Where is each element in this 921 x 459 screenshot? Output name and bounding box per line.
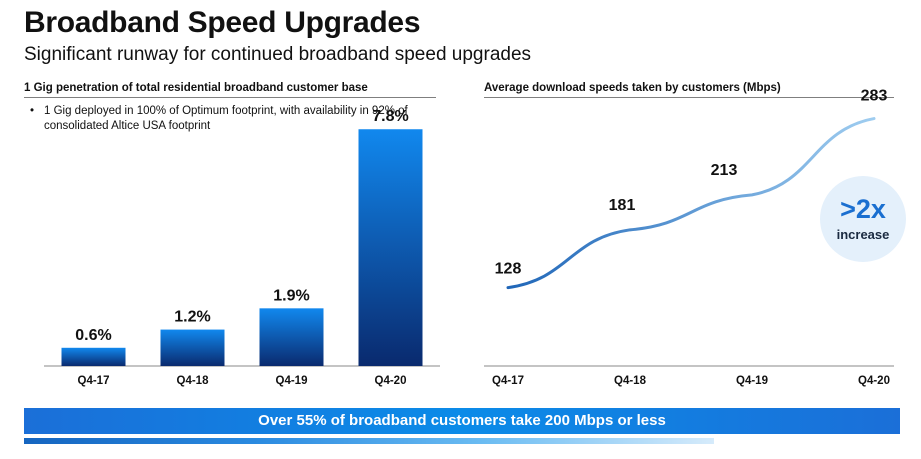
bar-value-label: 7.8% [372,108,408,125]
line-value-label: 283 [861,88,888,105]
bar [61,347,126,366]
badge-value: >2x [840,194,886,224]
x-tick-label: Q4-17 [78,375,110,387]
line-value-label: 128 [495,261,522,278]
bullet-dot-icon: • [30,105,35,117]
x-tick-label: Q4-19 [276,375,308,387]
bar [160,329,225,366]
bullet-text: 1 Gig deployed in 100% of Optimum footpr… [44,105,408,132]
line-value-label: 181 [609,197,636,214]
line-series [506,117,876,290]
increase-badge: >2x increase [820,176,906,262]
decorative-stripe [24,438,714,444]
bar-value-label: 0.6% [75,327,111,344]
x-tick-label: Q4-19 [736,375,768,387]
x-tick-label: Q4-17 [492,375,524,387]
bar-chart: 0.6% Q4-17 1.2% Q4-18 1.9% Q4-19 7.8% Q4-20 [44,108,440,387]
line-value-label: 213 [711,162,738,179]
bar [358,129,423,366]
bar-value-label: 1.2% [174,309,210,326]
bar-value-label: 1.9% [273,287,309,304]
left-panel-heading: 1 Gig penetration of total residential b… [24,82,436,98]
bullet-point: • 1 Gig deployed in 100% of Optimum foot… [30,104,430,134]
x-tick-label: Q4-18 [614,375,647,387]
summary-banner: Over 55% of broadband customers take 200… [24,408,900,434]
badge-text: increase [836,227,890,242]
x-tick-label: Q4-20 [858,375,890,387]
page-subtitle: Significant runway for continued broadba… [24,44,532,65]
x-tick-label: Q4-20 [375,375,407,387]
right-panel-heading: Average download speeds taken by custome… [484,82,894,98]
page-title: Broadband Speed Upgrades [24,6,421,39]
line-chart: 128 Q4-17 181 Q4-18 213 Q4-19 283 Q4-20 [484,88,894,387]
bar [259,308,324,366]
x-tick-label: Q4-18 [177,375,210,387]
